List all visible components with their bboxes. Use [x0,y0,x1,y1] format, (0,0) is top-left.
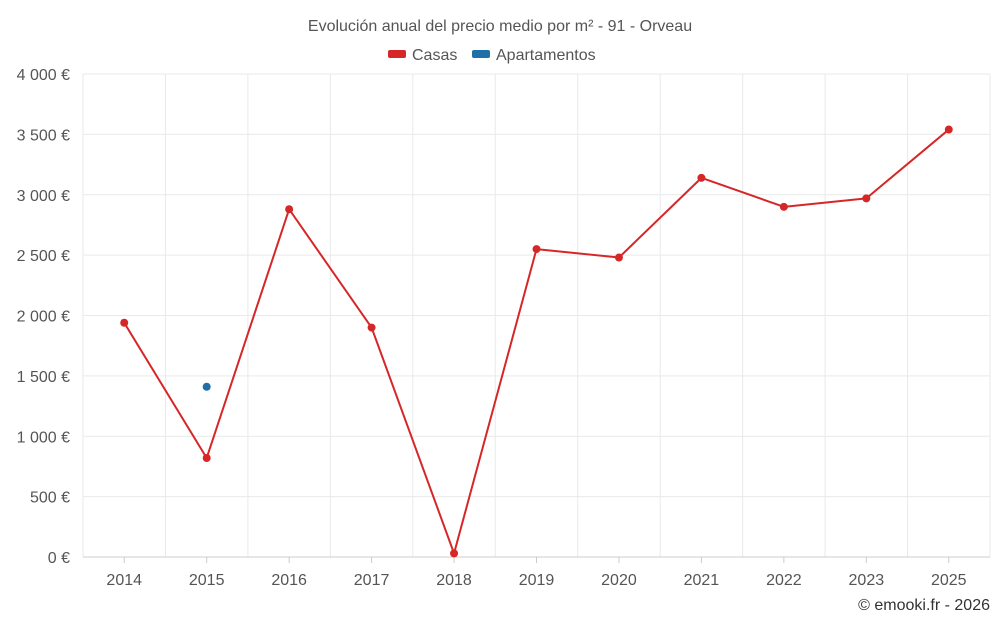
legend: Casas Apartamentos [388,47,596,64]
x-tick-label: 2022 [766,572,802,589]
data-point-casas-2021[interactable] [697,173,706,182]
y-tick-label: 3 500 € [17,127,70,144]
series [120,125,953,558]
chart-title: Evolución anual del precio medio por m² … [308,18,692,35]
x-tick-label: 2018 [436,572,472,589]
x-tick-label: 2021 [684,572,720,589]
data-point-casas-2022[interactable] [779,202,788,211]
legend-item-apartamentos[interactable]: Apartamentos [472,47,596,64]
data-point-casas-2015[interactable] [202,453,211,462]
y-tick-label: 3 000 € [17,188,70,205]
data-point-casas-2025[interactable] [944,125,953,134]
data-point-casas-2017[interactable] [367,323,376,332]
data-point-casas-2019[interactable] [532,245,541,254]
y-tick-label: 2 500 € [17,248,70,265]
legend-swatch-casas [388,50,406,58]
x-tick-label: 2017 [354,572,390,589]
data-point-casas-2020[interactable] [614,253,623,262]
x-axis: 2014 2015 2016 2017 2018 2019 2020 2021 2022 2023… [83,556,990,589]
credit-text: © emooki.fr - 2026 [858,597,990,614]
x-tick-label: 2019 [519,572,555,589]
y-tick-label: 1 500 € [17,369,70,386]
data-point-casas-2023[interactable] [862,194,871,203]
legend-item-casas[interactable]: Casas [388,47,457,64]
grid [82,73,991,558]
legend-swatch-apartamentos [472,50,490,58]
legend-label-apartamentos: Apartamentos [496,47,596,64]
x-tick-label: 2023 [849,572,885,589]
data-point-apartamentos-2015[interactable] [202,382,211,391]
y-tick-label: 0 € [48,550,70,567]
x-tick-label: 2025 [931,572,967,589]
y-tick-label: 2 000 € [17,309,70,326]
y-tick-label: 1 000 € [17,429,70,446]
data-point-casas-2016[interactable] [285,205,294,214]
data-point-casas-2018[interactable] [450,549,459,558]
legend-label-casas: Casas [412,47,457,64]
x-tick-label: 2016 [271,572,307,589]
y-axis: 0 € 500 € 1 000 € 1 500 € 2 000 € 2 500 € 3 00… [17,67,70,567]
y-tick-label: 500 € [30,490,70,507]
y-tick-label: 4 000 € [17,67,70,84]
x-tick-label: 2015 [189,572,225,589]
x-tick-label: 2014 [106,572,142,589]
data-point-casas-2014[interactable] [120,318,129,327]
x-tick-label: 2020 [601,572,637,589]
